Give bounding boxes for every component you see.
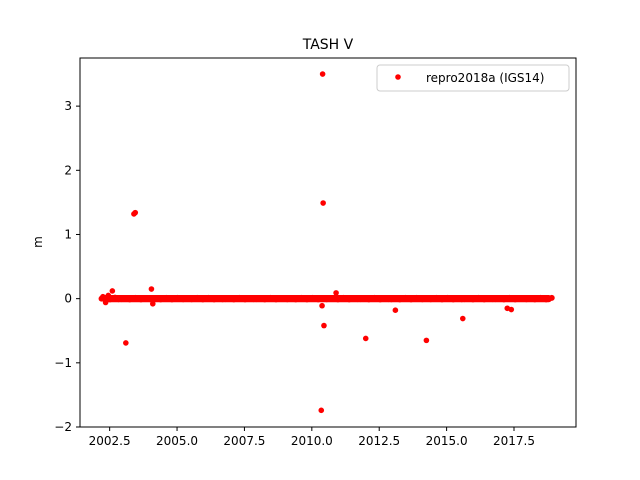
data-point (123, 340, 129, 346)
legend-marker (395, 74, 401, 80)
y-tick-label: 2 (64, 163, 72, 177)
y-tick-label: −2 (54, 420, 72, 434)
x-tick-label: 2005.0 (156, 434, 198, 448)
y-tick-label: −1 (54, 356, 72, 370)
legend: repro2018a (IGS14) (376, 64, 570, 92)
data-point (148, 286, 155, 292)
data-point (319, 302, 325, 309)
data-point (508, 306, 515, 313)
x-tick-label: 2010.0 (291, 434, 333, 448)
legend-series-label: repro2018a (IGS14) (426, 71, 544, 85)
plot-area (98, 71, 555, 414)
data-point (319, 71, 326, 77)
y-axis: −2 −1 0 1 2 3 (54, 99, 80, 434)
data-point (132, 209, 139, 216)
y-tick-label: 3 (64, 99, 72, 113)
data-point (362, 335, 369, 342)
x-tick-label: 2015.0 (426, 434, 468, 448)
data-point (321, 322, 327, 329)
data-point (333, 290, 339, 296)
y-axis-label: m (31, 236, 45, 248)
data-point (392, 307, 399, 314)
chart-title: TASH V (302, 37, 354, 53)
data-point (149, 300, 156, 307)
x-tick-label: 2002.5 (89, 434, 131, 448)
data-point (100, 293, 106, 300)
x-tick-label: 2017.5 (493, 434, 535, 448)
plot-frame (79, 57, 577, 428)
y-tick-label: 1 (64, 227, 72, 241)
x-tick-label: 2007.5 (223, 434, 265, 448)
legend-box (376, 64, 570, 92)
x-axis: 2002.5 2005.0 2007.5 2010.0 2012.5 2015.0 2017… (89, 427, 535, 448)
data-point (112, 294, 118, 301)
data-point (320, 200, 326, 206)
data-point (459, 315, 466, 322)
data-point (105, 292, 112, 299)
data-point (109, 288, 116, 294)
x-tick-label: 2012.5 (358, 434, 400, 448)
band-point (548, 294, 555, 301)
y-tick-label: 0 (64, 292, 72, 306)
data-point (423, 337, 430, 344)
data-point (318, 407, 325, 414)
data-point (102, 299, 109, 306)
